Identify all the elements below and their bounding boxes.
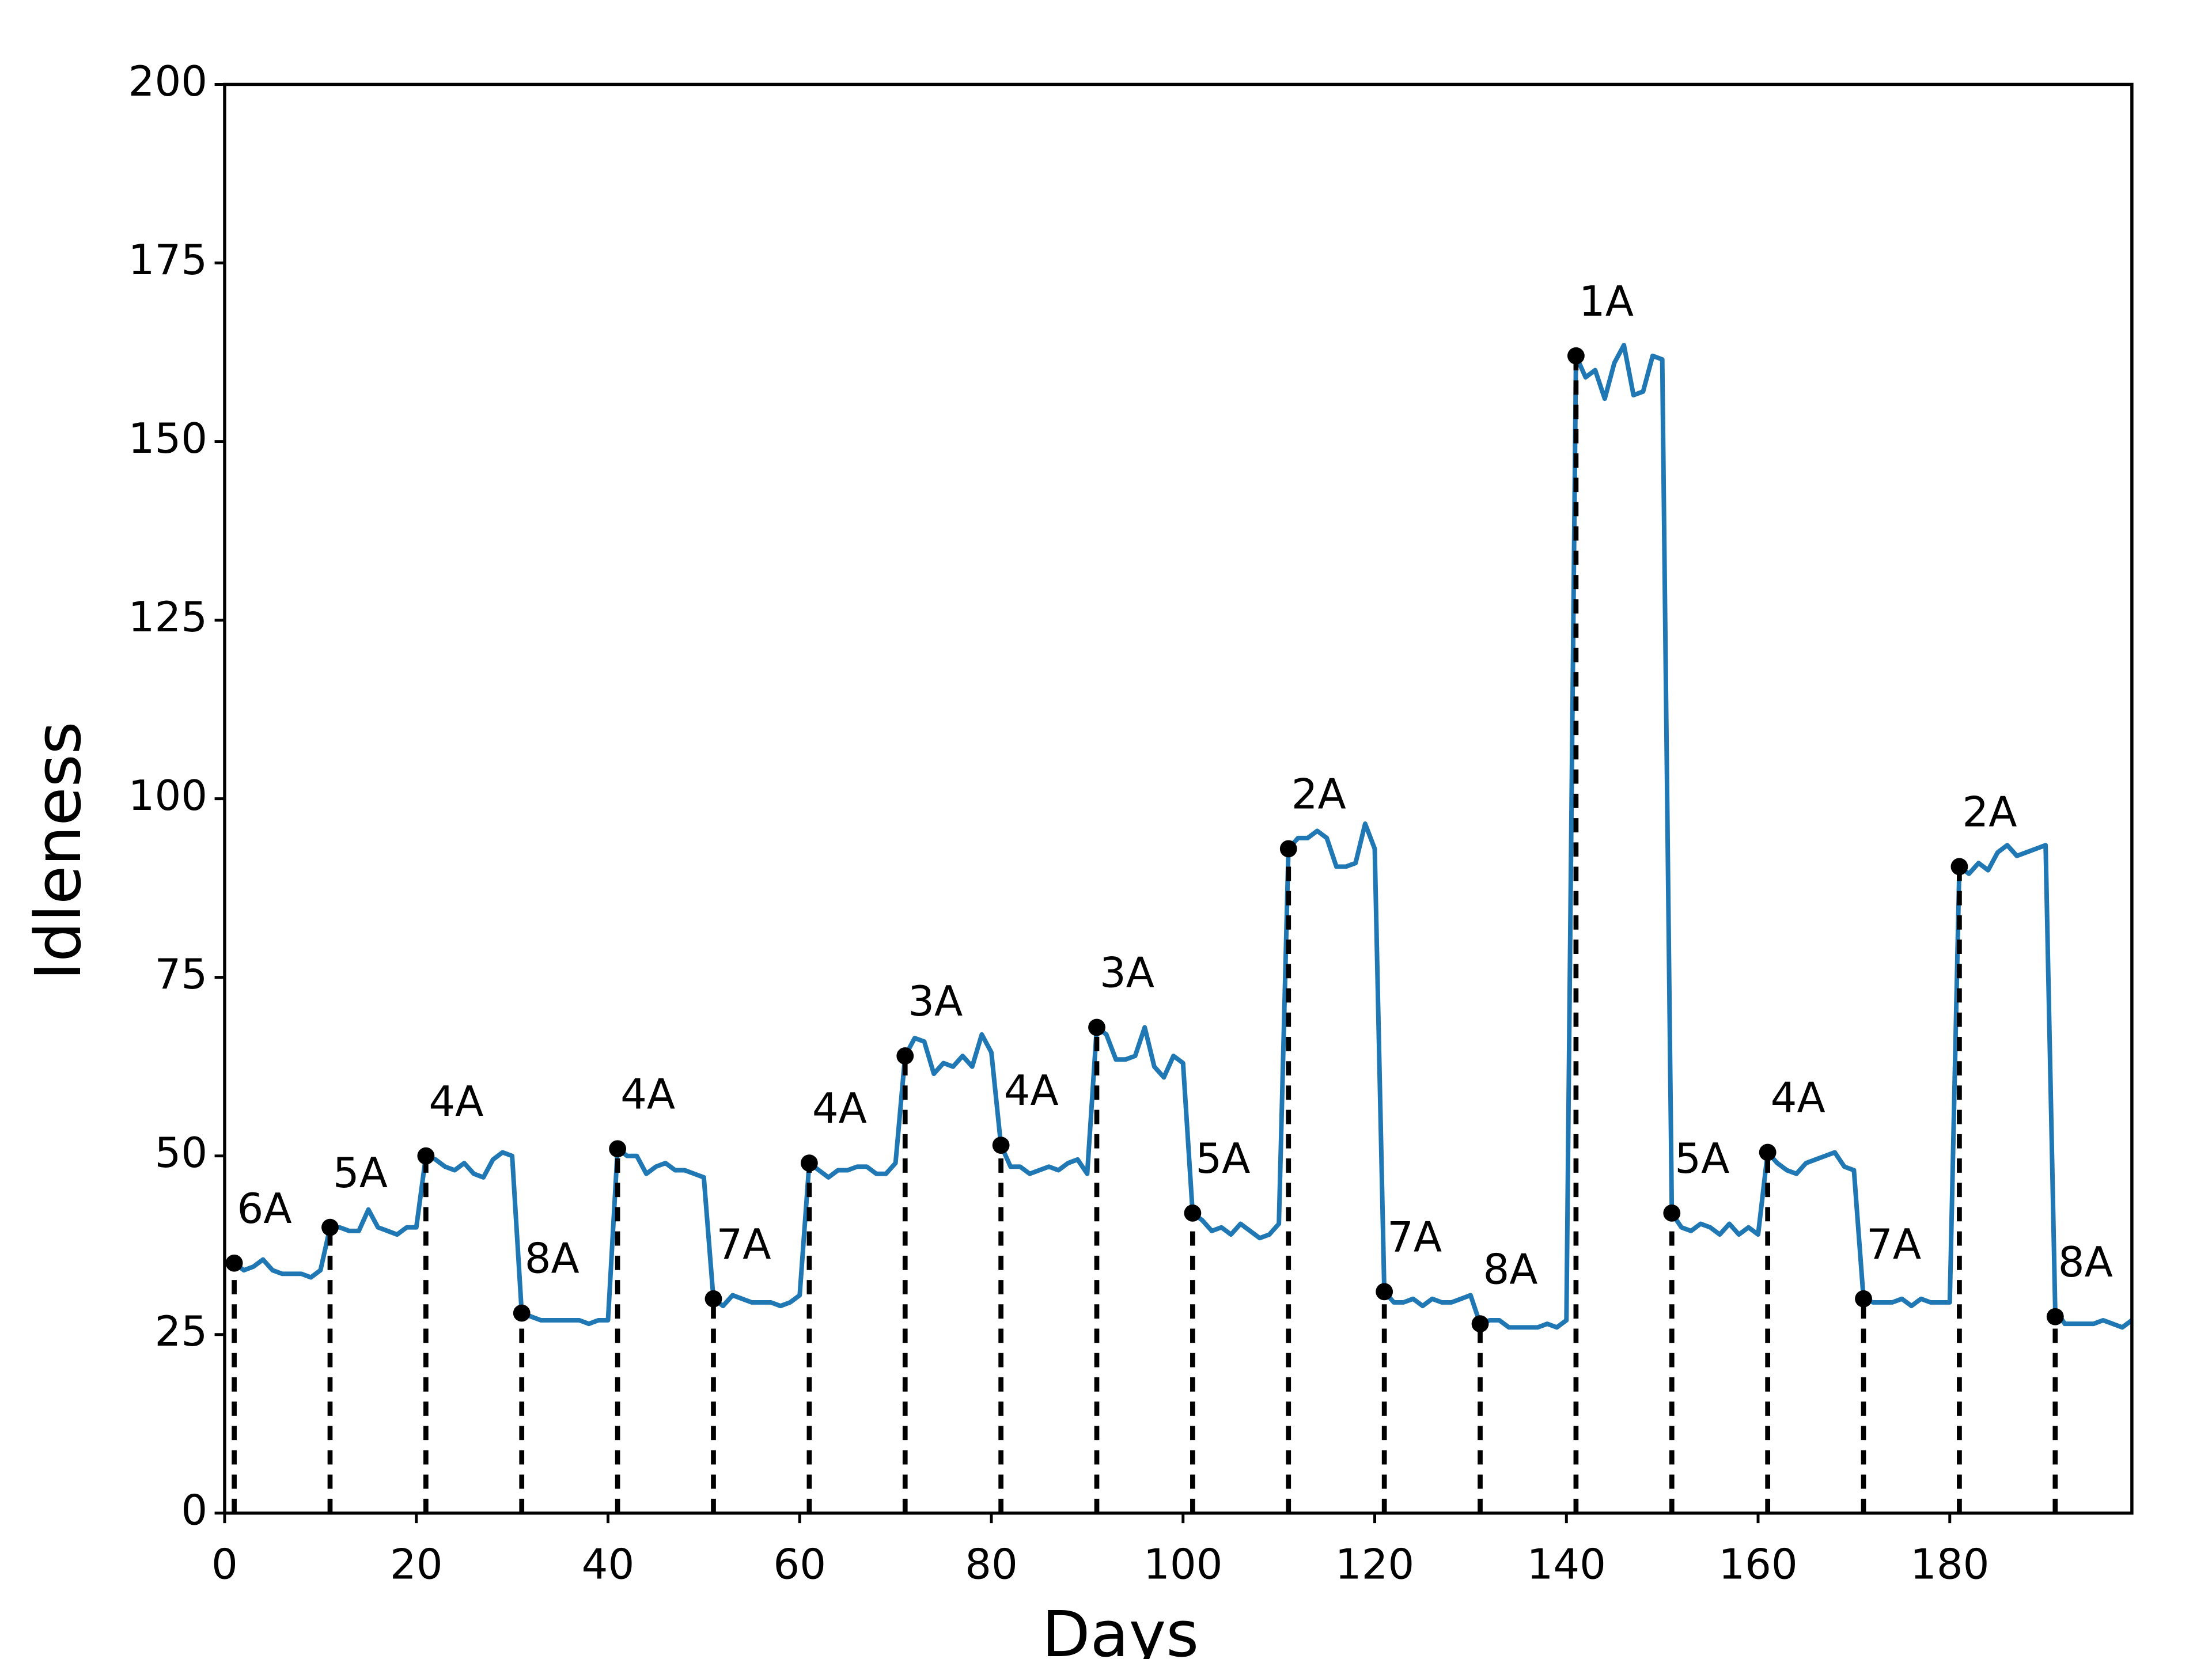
marker-point <box>1950 858 1968 876</box>
y-tick-label: 25 <box>155 1307 208 1355</box>
marker-point <box>1855 1290 1872 1308</box>
marker-point <box>513 1304 531 1322</box>
y-tick-label: 125 <box>128 593 207 641</box>
y-tick-label: 150 <box>128 414 207 463</box>
marker-point <box>1088 1018 1105 1036</box>
marker-point <box>417 1147 435 1165</box>
marker-label: 7A <box>716 1220 771 1268</box>
marker-label: 7A <box>1387 1213 1442 1261</box>
y-tick-label: 75 <box>155 950 208 998</box>
marker-point <box>1567 347 1585 365</box>
marker-point <box>896 1047 914 1065</box>
marker-label: 8A <box>525 1234 579 1283</box>
plot-frame <box>223 82 2134 1515</box>
x-tick-label: 120 <box>1335 1540 1414 1589</box>
data-line <box>233 343 2134 1330</box>
marker-label: 2A <box>1962 788 2017 836</box>
y-tick-label: 0 <box>181 1486 207 1534</box>
marker-point <box>609 1140 627 1158</box>
marker-label: 4A <box>1771 1074 1825 1122</box>
marker-label: 4A <box>812 1084 867 1132</box>
x-axis-label: Days <box>1041 1598 1199 1659</box>
x-tick-label: 140 <box>1527 1540 1606 1589</box>
marker-label: 2A <box>1291 770 1346 819</box>
marker-label: 3A <box>1100 949 1154 997</box>
y-tick-label: 175 <box>128 236 207 284</box>
y-axis-label: Idleness <box>22 722 95 980</box>
marker-point <box>321 1218 339 1236</box>
marker-point <box>1376 1283 1393 1301</box>
x-tick-label: 80 <box>965 1540 1018 1589</box>
marker-point <box>1184 1205 1202 1222</box>
marker-label: 5A <box>333 1149 388 1197</box>
x-tick-label: 160 <box>1718 1540 1797 1589</box>
y-tick-label: 100 <box>128 771 207 820</box>
x-tick-label: 100 <box>1143 1540 1222 1589</box>
marker-point <box>800 1154 818 1172</box>
marker-label: 5A <box>1675 1134 1729 1183</box>
marker-point <box>1471 1315 1489 1333</box>
marker-label: 1A <box>1579 277 1634 325</box>
marker-label: 6A <box>237 1184 292 1233</box>
marker-label: 4A <box>1004 1066 1059 1115</box>
x-tick-label: 60 <box>773 1540 826 1589</box>
marker-point <box>1759 1143 1777 1161</box>
marker-point <box>1279 840 1297 858</box>
x-tick-label: 180 <box>1910 1540 1989 1589</box>
marker-label: 8A <box>1483 1245 1537 1293</box>
marker-label: 4A <box>429 1077 483 1126</box>
marker-label: 5A <box>1195 1134 1250 1183</box>
marker-label: 4A <box>620 1070 675 1118</box>
marker-point <box>225 1254 243 1272</box>
x-tick-label: 20 <box>390 1540 443 1589</box>
marker-point <box>704 1290 722 1308</box>
y-tick-label: 200 <box>128 57 207 105</box>
marker-point <box>2046 1308 2064 1325</box>
marker-label: 3A <box>908 977 963 1025</box>
marker-label: 7A <box>1866 1220 1921 1268</box>
marker-point <box>1663 1205 1681 1222</box>
x-tick-label: 40 <box>582 1540 635 1589</box>
x-tick-label: 0 <box>211 1540 238 1589</box>
marker-point <box>992 1137 1010 1154</box>
y-tick-label: 50 <box>155 1128 208 1177</box>
marker-label: 8A <box>2058 1238 2113 1286</box>
